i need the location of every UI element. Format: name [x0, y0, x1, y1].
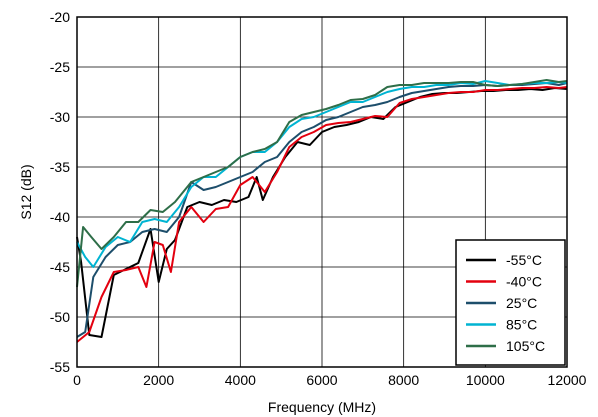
legend-label: 85°C [506, 317, 537, 333]
x-tick-label: 10000 [466, 372, 505, 388]
x-tick-label: 6000 [306, 372, 337, 388]
y-tick-label: -50 [50, 309, 70, 325]
x-tick-label: 2000 [143, 372, 174, 388]
x-axis-label: Frequency (MHz) [268, 399, 376, 415]
y-tick-label: -35 [50, 159, 70, 175]
series-lines [76, 79, 568, 343]
y-axis-label: S12 (dB) [18, 164, 34, 219]
y-tick-label: -45 [50, 259, 70, 275]
x-tick-label: 4000 [225, 372, 256, 388]
series-line-4 [76, 79, 568, 288]
legend-label: -40°C [506, 274, 542, 290]
y-tick-label: -55 [50, 359, 70, 375]
x-tick-label: 12000 [548, 372, 587, 388]
y-tick-label: -20 [50, 9, 70, 25]
x-tick-label: 8000 [388, 372, 419, 388]
y-tick-label: -40 [50, 209, 70, 225]
y-tick-label: -30 [50, 109, 70, 125]
series-line-3 [76, 80, 568, 268]
legend-label: 105°C [506, 338, 545, 354]
y-tick-label: -25 [50, 59, 70, 75]
series-line-1 [76, 86, 568, 343]
plot-frame [76, 16, 568, 368]
x-tick-label: 0 [73, 372, 81, 388]
legend: -55°C -40°C 25°C 85°C 105°C [455, 239, 566, 366]
tick-labels: 0 2000 4000 6000 8000 10000 12000 -55 -50 -45 -40 -… [50, 9, 587, 388]
legend-label: -55°C [506, 252, 542, 268]
legend-label: 25°C [506, 295, 537, 311]
